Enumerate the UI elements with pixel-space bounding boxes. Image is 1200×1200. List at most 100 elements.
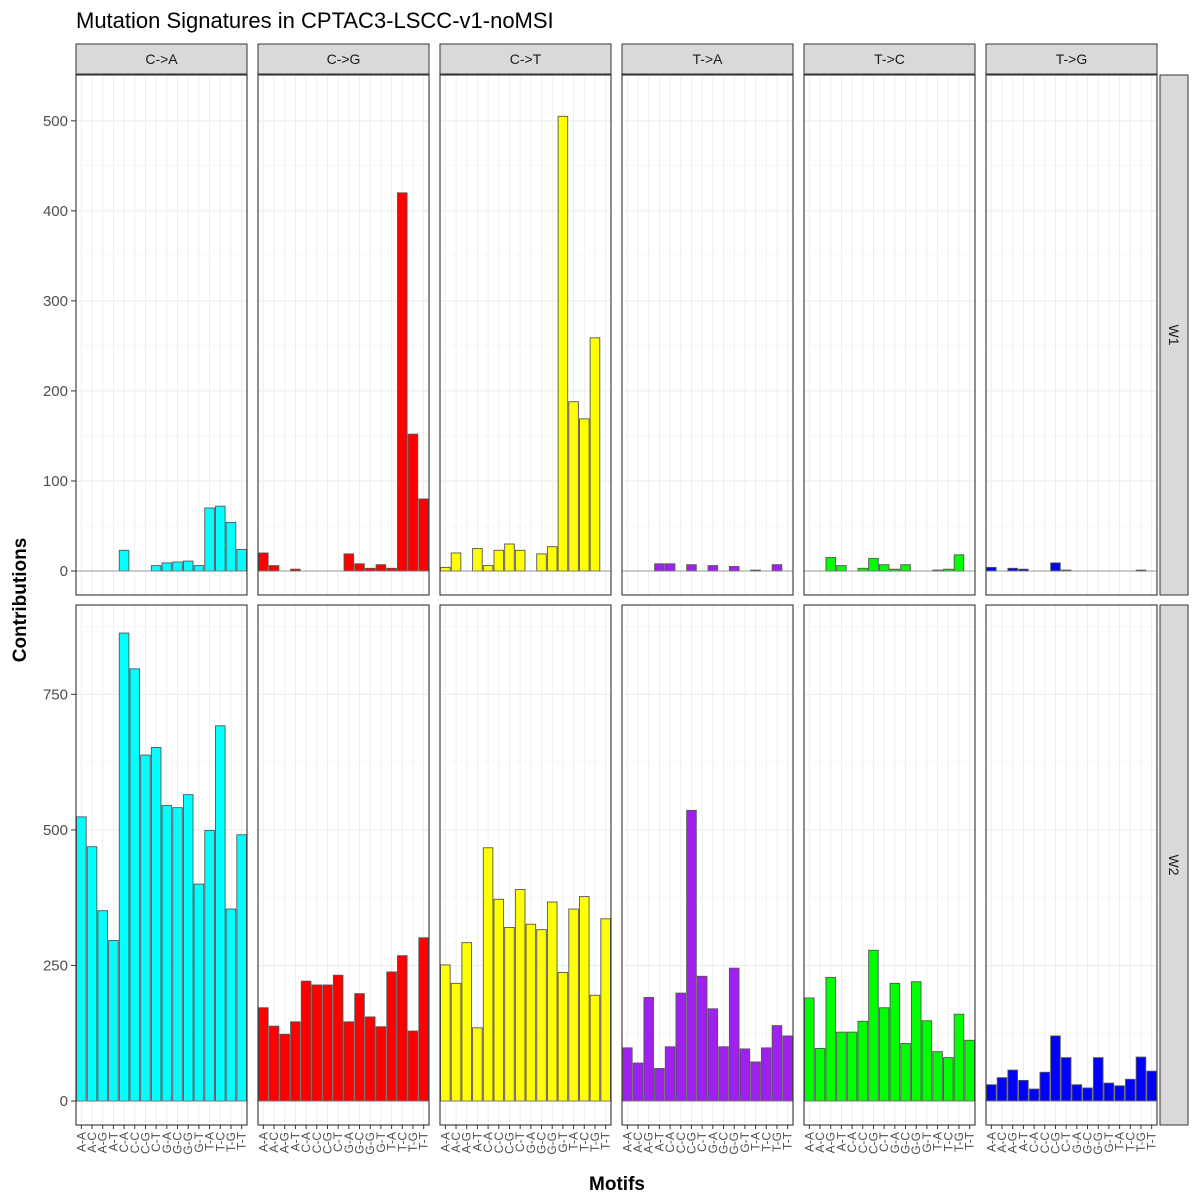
bar-w1-t-to-a-g-g: T->A G-G: 5 <box>728 566 740 572</box>
bar-w2-t-to-g-a-c: T->G A-C: 43 <box>996 1077 1008 1102</box>
x-tick-label-c-to-a-t-t: T-T <box>235 1131 249 1150</box>
panel-border <box>803 74 976 596</box>
strip-w1 <box>1159 74 1189 596</box>
bar-w2-t-to-c-t-g: T->C T-G: 160 <box>953 1013 965 1102</box>
x-tick-label-c-to-t-c-t: C-T <box>513 1131 527 1152</box>
bar-w1-c-to-t-t-a: C->T T-A: 188 <box>568 401 579 572</box>
bar-w2-c-to-a-a-a: C->A A-A: 524 <box>76 816 87 1102</box>
x-tick-label-t-to-c-a-a: A-A <box>802 1132 816 1152</box>
bar-w1-c-to-t-c-c: C->T C-C: 23 <box>493 549 505 572</box>
bar-w2-t-to-g-a-g: T->G A-G: 57 <box>1007 1069 1018 1102</box>
panel-border <box>439 604 612 1126</box>
x-tick-label-t-to-c-a-g: A-G <box>824 1132 838 1153</box>
x-tick-label-c-to-a-a-a: A-A <box>74 1132 88 1152</box>
bar-w2-t-to-g-c-c: T->G C-C: 53 <box>1039 1071 1051 1102</box>
bar-w2-t-to-c-a-a: T->C A-A: 190 <box>804 997 815 1102</box>
bar-w1-c-to-t-t-g: C->T T-G: 259 <box>589 337 601 572</box>
x-tick-label-c-to-t-g-t: G-T <box>556 1131 570 1152</box>
x-tick-label-c-to-a-t-g: T-G <box>224 1132 238 1152</box>
bar-w2-c-to-t-t-c: C->T T-C: 377 <box>579 896 590 1102</box>
x-tick-label-t-to-g-g-a: G-A <box>1070 1132 1084 1153</box>
x-axis-title: Motifs <box>589 1174 645 1195</box>
bar-w1-t-to-a-a-t: T->A A-T: 8 <box>654 563 665 572</box>
strip-label-t-to-c: T->C <box>874 51 905 67</box>
x-tick-label-c-to-t-a-c: A-C <box>449 1132 463 1153</box>
strip-label-t-to-g: T->G <box>1056 51 1088 67</box>
bar-w2-t-to-c-t-c: T->C T-C: 80 <box>943 1057 954 1102</box>
bar-w2-c-to-a-c-g: C->A C-G: 638 <box>140 754 151 1102</box>
strip-label-c-to-g: C->G <box>327 51 361 67</box>
x-tick-label-c-to-g-a-g: A-G <box>278 1132 292 1153</box>
bar-w2-c-to-g-c-c: C->G C-C: 214 <box>311 984 323 1102</box>
x-tick-label-c-to-t-g-a: G-A <box>524 1132 538 1153</box>
bar-w1-c-to-g-g-g: C->G G-G: 3 <box>364 567 376 572</box>
bar-w2-c-to-g-a-g: C->G A-G: 123 <box>279 1033 290 1102</box>
y-tick-label-w2-250: 250 <box>43 957 68 974</box>
x-tick-label-t-to-a-a-g: A-G <box>642 1132 656 1153</box>
x-tick-label-c-to-g-t-g: T-G <box>406 1132 420 1152</box>
bar-w2-c-to-g-g-t: C->G G-T: 137 <box>375 1026 387 1102</box>
bar-w2-t-to-c-g-g: T->C G-G: 220 <box>910 981 922 1102</box>
bar-w2-t-to-c-a-t: T->C A-T: 127 <box>836 1031 847 1102</box>
bar-w2-t-to-g-a-a: T->G A-A: 30 <box>986 1084 997 1102</box>
x-tick-label-c-to-g-a-t: A-T <box>288 1131 302 1151</box>
panel-border <box>75 604 248 1126</box>
chart-title: Mutation Signatures in CPTAC3-LSCC-v1-no… <box>76 8 554 33</box>
x-tick-label-c-to-a-a-g: A-G <box>96 1132 110 1153</box>
x-tick-label-t-to-c-c-t: C-T <box>877 1131 891 1152</box>
bar-w2-c-to-g-t-t: C->G T-T: 301 <box>418 937 429 1102</box>
bar-w1-c-to-a-g-a: C->A G-A: 9 <box>161 562 173 572</box>
x-tick-label-t-to-g-t-a: T-A <box>1113 1132 1127 1151</box>
x-tick-label-t-to-g-c-a: C-A <box>1027 1132 1041 1153</box>
x-tick-label-t-to-g-c-t: C-T <box>1059 1131 1073 1152</box>
bar-w2-c-to-a-c-c: C->A C-C: 797 <box>129 668 141 1102</box>
x-tick-label-t-to-a-t-t: T-T <box>781 1131 795 1150</box>
bar-w2-c-to-t-a-a: C->T A-A: 251 <box>440 964 451 1102</box>
y-tick-label-w2-750: 750 <box>43 686 68 703</box>
bar-w1-t-to-a-t-g: T->A T-G: 7 <box>771 564 783 572</box>
bar-w2-c-to-t-g-g: C->T G-G: 367 <box>546 901 558 1102</box>
bar-w2-t-to-a-t-c: T->A T-C: 98 <box>761 1047 772 1102</box>
bar-w2-c-to-g-g-c: C->G G-C: 198 <box>354 993 365 1102</box>
panel-w1-t-to-c: T->C A-A: 0T->C A-C: 0T->C A-G: 15T->C A… <box>803 74 976 596</box>
x-tick-label-t-to-a-g-t: G-T <box>738 1131 752 1152</box>
y-tick-label-w2-500: 500 <box>43 822 68 839</box>
strip-label-t-to-a: T->A <box>693 51 724 67</box>
x-tick-label-c-to-t-t-c: T-C <box>577 1132 591 1152</box>
panel-w1-c-to-g: C->G A-A: 20C->G A-C: 6C->G A-G: 0C->G A… <box>257 74 430 596</box>
bar-w2-t-to-c-t-t: T->C T-T: 112 <box>964 1039 975 1102</box>
y-tick-label-w1-500: 500 <box>43 113 68 130</box>
bar-w1-c-to-a-g-t: C->A G-T: 6 <box>193 565 205 572</box>
x-tick-label-c-to-g-a-a: A-A <box>256 1132 270 1152</box>
x-tick-label-c-to-a-g-c: G-C <box>171 1132 185 1154</box>
bar-w2-c-to-t-t-a: C->T T-A: 354 <box>568 908 579 1102</box>
x-tick-label-c-to-a-g-a: G-A <box>160 1132 174 1153</box>
y-axis-title: Contributions <box>10 538 31 663</box>
bar-w1-t-to-c-c-t: T->C C-T: 7 <box>878 564 890 572</box>
bar-w1-t-to-c-a-g: T->C A-G: 15 <box>825 557 836 572</box>
strip-w2 <box>1159 604 1189 1126</box>
bar-w2-c-to-t-c-g: C->T C-G: 320 <box>504 927 515 1102</box>
bar-w2-t-to-c-a-g: T->C A-G: 228 <box>825 976 836 1102</box>
x-tick-label-c-to-g-g-g: G-G <box>363 1132 377 1155</box>
x-tick-label-c-to-g-c-c: C-C <box>310 1132 324 1154</box>
bar-w2-t-to-c-g-a: T->C G-A: 217 <box>889 982 901 1102</box>
panel-background <box>804 75 975 595</box>
panel-w2-c-to-a: C->A A-A: 524C->A A-C: 469C->A A-G: 351C… <box>75 604 248 1126</box>
x-tick-label-t-to-a-a-a: A-A <box>620 1132 634 1152</box>
bar-w2-c-to-t-g-c: C->T G-C: 316 <box>536 929 547 1102</box>
x-tick-label-t-to-g-a-a: A-A <box>984 1132 998 1152</box>
panel-border <box>621 604 794 1126</box>
bar-w2-c-to-t-c-a: C->T C-A: 467 <box>482 847 494 1102</box>
bar-w1-c-to-g-g-t: C->G G-T: 7 <box>375 564 387 572</box>
x-tick-label-t-to-g-a-c: A-C <box>995 1132 1009 1153</box>
bar-w2-t-to-a-a-c: T->A A-C: 70 <box>632 1062 644 1102</box>
panel-border <box>439 74 612 596</box>
bar-w1-c-to-a-t-g: C->A T-G: 54 <box>225 521 237 572</box>
x-tick-label-c-to-a-g-t: G-T <box>192 1131 206 1152</box>
bar-w2-c-to-g-t-c: C->G T-C: 268 <box>397 955 408 1102</box>
x-tick-label-c-to-g-c-g: C-G <box>320 1132 334 1154</box>
y-tick-label-w1-200: 200 <box>43 383 68 400</box>
bar-w1-t-to-c-c-g: T->C C-G: 14 <box>868 557 879 572</box>
bar-w2-t-to-a-c-a: T->A C-A: 100 <box>664 1046 676 1102</box>
